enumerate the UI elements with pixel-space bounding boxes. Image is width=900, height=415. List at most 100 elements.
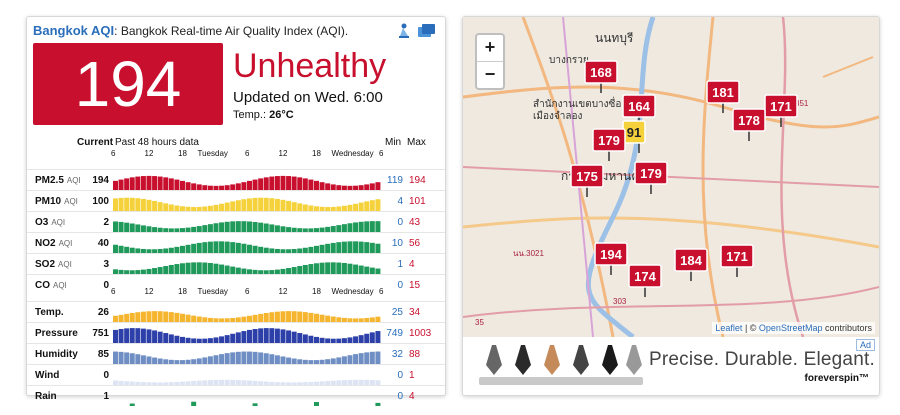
history-bar: [258, 352, 264, 364]
history-bar: [185, 182, 191, 190]
history-bar: [358, 335, 364, 343]
history-bar: [185, 244, 191, 253]
history-bar: [263, 197, 269, 211]
history-bar: [230, 317, 236, 322]
history-bar: [252, 245, 258, 253]
aqi-marker[interactable]: 174: [628, 264, 662, 297]
history-bar: [274, 176, 280, 190]
aqi-marker[interactable]: 171: [720, 244, 754, 277]
road-label: 35: [475, 318, 484, 327]
history-bar: [213, 241, 219, 253]
history-sparkline[interactable]: [113, 234, 381, 253]
osm-link[interactable]: OpenStreetMap: [758, 323, 823, 333]
history-sparkline[interactable]: [113, 387, 381, 406]
history-bar: [280, 382, 286, 385]
history-bar: [180, 180, 185, 190]
history-sparkline[interactable]: [113, 192, 381, 211]
history-bar: [140, 176, 146, 190]
history-sparkline[interactable]: [113, 255, 381, 274]
history-bar: [207, 241, 213, 253]
aqi-marker[interactable]: 194: [594, 242, 628, 275]
table-row: Pressure 751 749 1003: [27, 322, 445, 344]
history-bar: [291, 249, 297, 253]
row-label: Humidity: [35, 349, 78, 360]
tick-label: Tuesday: [197, 149, 228, 158]
history-bar: [280, 329, 286, 343]
zoom-in-button[interactable]: +: [484, 37, 496, 57]
history-bar: [241, 351, 247, 364]
road-label: 351: [795, 99, 809, 108]
row-label: PM10 AQI: [35, 196, 78, 207]
history-bar: [325, 243, 331, 253]
ad-badge[interactable]: Ad: [855, 339, 875, 351]
history-bar: [369, 242, 375, 253]
history-bar: [191, 359, 197, 364]
city-map[interactable]: นนทบุรี บางกรวย สำนักงานเขตบางซื่อ เมือง…: [463, 17, 879, 337]
history-bar: [247, 351, 252, 364]
history-bar: [302, 178, 308, 190]
map-roads: [463, 17, 879, 337]
tick-label: 18: [312, 149, 321, 158]
aqi-marker[interactable]: 171: [764, 94, 798, 127]
aqi-marker[interactable]: 184: [674, 248, 708, 281]
history-bar: [219, 185, 225, 190]
history-sparkline[interactable]: [113, 324, 381, 343]
history-sparkline[interactable]: [113, 303, 381, 322]
tick-label: 12: [278, 287, 288, 296]
aqi-marker-value: 168: [590, 65, 612, 80]
history-bar: [129, 197, 135, 211]
aqi-marker[interactable]: 91: [622, 120, 646, 153]
history-bar: [252, 179, 258, 190]
history-sparkline[interactable]: [113, 276, 381, 295]
zoom-out-button[interactable]: −: [477, 61, 503, 88]
place-label: บางกรวย: [549, 55, 589, 66]
place-label: สำนักงานเขตบางซื่อ: [533, 99, 622, 110]
city-link[interactable]: Bangkok AQI: [33, 23, 115, 38]
history-bar: [235, 242, 241, 253]
history-bar: [297, 333, 303, 343]
history-bar: [230, 352, 236, 364]
history-bar: [252, 403, 258, 406]
history-bar: [135, 176, 141, 190]
row-min: 0: [397, 217, 403, 228]
history-bar: [325, 226, 331, 232]
history-sparkline[interactable]: [113, 171, 381, 190]
share-icon[interactable]: [397, 23, 411, 39]
history-bar: [364, 317, 370, 322]
history-bar: [308, 228, 314, 232]
history-bar: [163, 266, 169, 274]
history-sparkline[interactable]: [113, 366, 381, 385]
aqi-marker[interactable]: 179: [634, 161, 668, 194]
history-bar: [319, 359, 325, 364]
aqi-marker[interactable]: 181: [706, 80, 740, 113]
row-min: 10: [391, 238, 403, 249]
aqi-panel: Bangkok AQI: Bangkok Real-time Air Quali…: [26, 16, 446, 406]
history-bar: [308, 246, 314, 253]
history-bar: [375, 199, 381, 211]
advertisement[interactable]: Ad Precise. Durable. Elegant. foreverspi…: [463, 337, 879, 395]
history-bar: [207, 356, 213, 364]
history-sparkline[interactable]: [113, 345, 381, 364]
history-bar: [219, 318, 225, 322]
history-bar: [341, 224, 347, 232]
history-bar: [347, 355, 353, 364]
table-row: Humidity 85 32 88: [27, 343, 445, 365]
history-bar: [297, 359, 303, 364]
history-bar: [129, 353, 135, 364]
aqi-marker[interactable]: 164: [622, 94, 656, 127]
history-bar: [252, 328, 258, 343]
history-sparkline[interactable]: [113, 213, 381, 232]
history-bar: [330, 380, 336, 385]
aqi-marker[interactable]: 178: [732, 108, 766, 141]
history-bar: [308, 264, 314, 274]
window-icon[interactable]: [417, 23, 437, 39]
aqi-marker[interactable]: 179: [592, 128, 626, 161]
history-bar: [191, 401, 197, 406]
aqi-marker[interactable]: 175: [570, 164, 604, 197]
aqi-marker[interactable]: 168: [584, 60, 618, 93]
history-bar: [330, 184, 336, 190]
history-bar: [258, 246, 264, 253]
history-bar: [230, 266, 236, 274]
time-ticks-top: 6 12 18 Tuesday 6 12 18 Wednesday 6: [111, 149, 383, 160]
leaflet-link[interactable]: Leaflet: [715, 323, 743, 333]
